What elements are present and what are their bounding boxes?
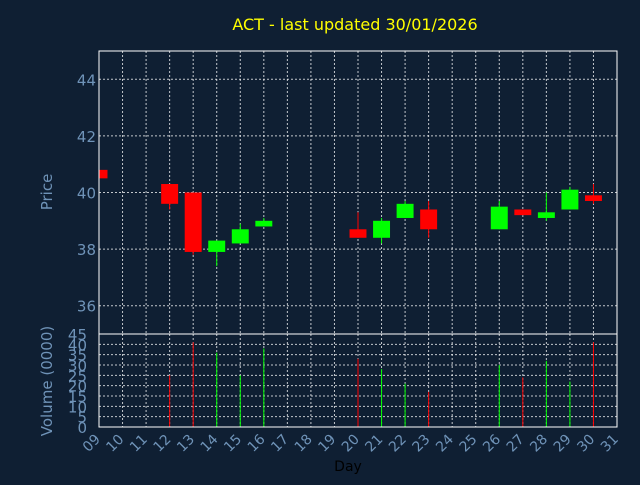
candle-body xyxy=(490,206,508,230)
candle-body xyxy=(584,195,602,201)
candle-body xyxy=(99,169,108,179)
volume-tick-label: 10 xyxy=(68,398,87,416)
chart-title: ACT - last updated 30/01/2026 xyxy=(232,15,477,34)
volume-tick-label: 15 xyxy=(68,388,87,406)
volume-axis-label: Volume (0000) xyxy=(38,326,56,436)
candle-body xyxy=(537,212,555,218)
volume-tick-label: 25 xyxy=(68,367,87,385)
candle-body xyxy=(184,192,202,252)
day-axis-label: Day xyxy=(334,459,362,475)
volume-tick-label: 20 xyxy=(68,378,87,396)
price-tick-label: 42 xyxy=(77,128,96,146)
candle-body xyxy=(161,184,179,204)
price-tick-label: 44 xyxy=(77,71,96,89)
price-tick-label: 38 xyxy=(77,241,96,259)
price-tick-label: 36 xyxy=(77,298,96,316)
volume-bars xyxy=(169,342,594,427)
candlesticks xyxy=(98,169,602,267)
volume-tick-label: 0 xyxy=(77,419,87,437)
day-tick-labels: 09 10 11 12 13 14 15 16 17 18 19 20 21 22 23 24 25 26 27 28… xyxy=(80,431,622,455)
candle-body xyxy=(255,220,273,227)
candle-body xyxy=(208,240,226,252)
volume-tick-label: 30 xyxy=(68,357,87,375)
volume-tick-label: 35 xyxy=(68,347,87,365)
volume-panel-frame xyxy=(98,333,618,428)
price-tick-label: 40 xyxy=(77,185,96,203)
price-tick-labels: 36 38 40 42 44 xyxy=(77,71,96,315)
candle-body xyxy=(420,209,438,230)
candle-body xyxy=(349,229,367,238)
candle-body xyxy=(514,209,532,216)
volume-tick-label: 45 xyxy=(68,326,87,344)
volume-tick-label: 5 xyxy=(77,409,87,427)
price-axis-label: Price xyxy=(38,174,56,211)
candle-body xyxy=(396,203,414,218)
candle-body xyxy=(231,229,249,244)
candle-body xyxy=(561,189,579,210)
volume-tick-label: 40 xyxy=(68,336,87,354)
candle-body xyxy=(373,220,391,238)
